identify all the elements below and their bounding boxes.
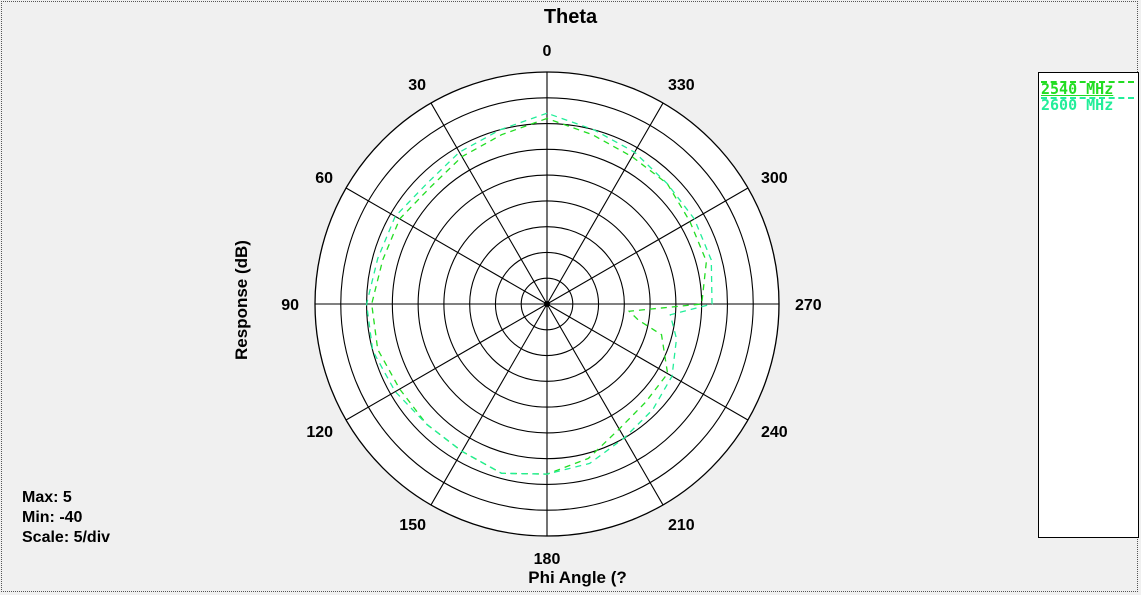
legend-line-2540 (1041, 81, 1134, 83)
y-axis-label: Response (dB) (232, 240, 251, 360)
legend: 2540 MHz 2600 MHz (1038, 72, 1139, 538)
x-axis-label-text: Phi Angle (? (528, 568, 627, 587)
angle-tick-label: 90 (281, 297, 299, 314)
polar-spoke (546, 187, 749, 305)
legend-line-2600 (1041, 97, 1134, 99)
series-line-2540-mhz (371, 117, 708, 475)
legend-item-2600: 2600 MHz (1039, 95, 1138, 115)
angle-tick-label: 300 (761, 170, 788, 187)
angle-tick-label: 150 (399, 517, 426, 534)
angle-tick-label: 330 (668, 77, 695, 94)
series-line-2600-mhz (365, 112, 713, 475)
angle-tick-label: 120 (306, 424, 333, 441)
angle-tick-label: 180 (534, 551, 561, 568)
polar-spoke (345, 187, 548, 305)
angle-tick-label: 0 (543, 43, 552, 60)
angle-tick-label: 210 (668, 517, 695, 534)
polar-spoke (430, 303, 548, 506)
angle-tick-label: 30 (408, 77, 426, 94)
polar-spoke (546, 303, 664, 506)
polar-spoke (430, 102, 548, 305)
scale-stats: Max: 5 Min: -40 Scale: 5/div (22, 488, 110, 548)
polar-spoke (546, 102, 664, 305)
angle-tick-label: 240 (761, 424, 788, 441)
stat-min: Min: -40 (22, 509, 83, 526)
legend-label-2540: 2540 MHz (1041, 80, 1114, 98)
polar-spoke (345, 303, 548, 421)
polar-center-dot (544, 301, 550, 307)
stat-scale: Scale: 5/div (22, 529, 111, 546)
chart-title: Theta (543, 6, 598, 28)
polar-spoke (546, 303, 749, 421)
angle-tick-label: 270 (795, 297, 822, 314)
legend-label-2600: 2600 MHz (1041, 96, 1114, 114)
legend-item-2540: 2540 MHz (1039, 79, 1138, 99)
x-axis-label: Phi Angle (? (0, 568, 1141, 588)
stat-max: Max: 5 (22, 489, 72, 506)
angle-tick-label: 60 (315, 170, 333, 187)
